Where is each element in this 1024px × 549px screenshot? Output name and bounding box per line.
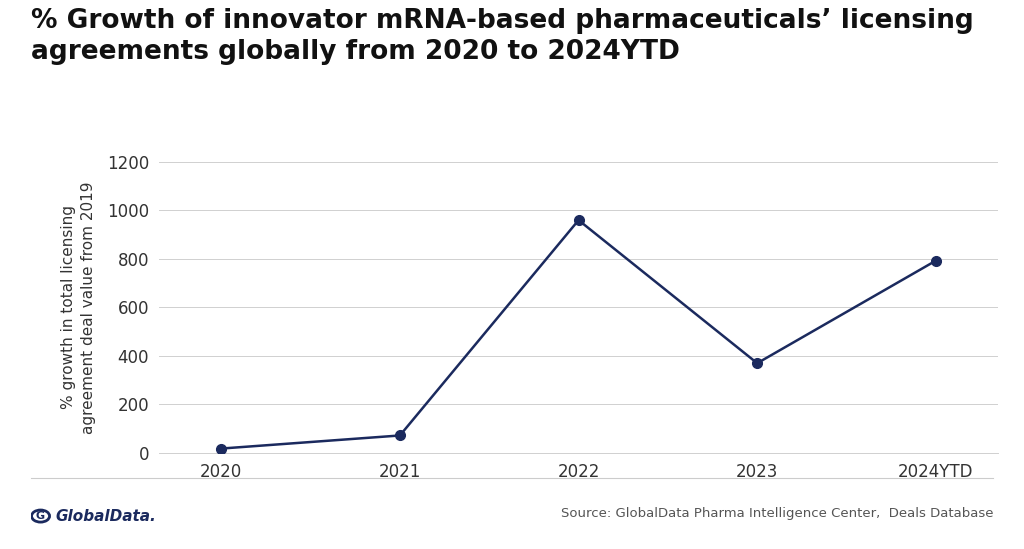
- Text: GlobalData.: GlobalData.: [55, 508, 156, 524]
- Text: Source: GlobalData Pharma Intelligence Center,  Deals Database: Source: GlobalData Pharma Intelligence C…: [561, 507, 993, 520]
- Text: % Growth of innovator mRNA-based pharmaceuticals’ licensing
agreements globally : % Growth of innovator mRNA-based pharmac…: [31, 8, 974, 65]
- Text: G: G: [36, 511, 45, 521]
- Y-axis label: % growth in total licensing
agreement deal value from 2019: % growth in total licensing agreement de…: [60, 181, 95, 434]
